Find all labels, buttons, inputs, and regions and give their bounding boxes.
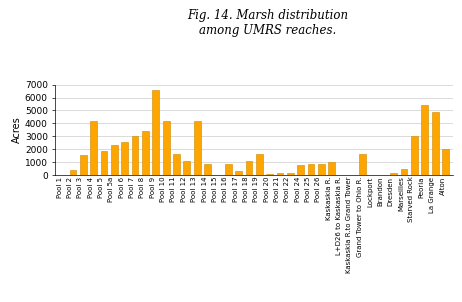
Text: Fig. 14. Marsh distribution
among UMRS reaches.: Fig. 14. Marsh distribution among UMRS r… <box>188 9 348 37</box>
Bar <box>152 90 159 175</box>
Bar <box>70 170 76 175</box>
Bar <box>359 154 366 175</box>
Bar <box>401 169 407 175</box>
Bar <box>194 121 201 175</box>
Bar <box>173 154 180 175</box>
Bar <box>163 121 170 175</box>
Bar <box>442 149 449 175</box>
Bar <box>122 142 128 175</box>
Bar <box>308 163 314 175</box>
Bar <box>411 136 418 175</box>
Bar <box>266 174 273 175</box>
Bar <box>328 162 335 175</box>
Bar <box>298 165 304 175</box>
Bar <box>318 163 325 175</box>
Bar <box>246 161 252 175</box>
Bar <box>421 105 428 175</box>
Bar <box>142 130 149 175</box>
Bar <box>235 171 242 175</box>
Bar <box>225 164 231 175</box>
Bar <box>80 155 87 175</box>
Bar <box>132 136 139 175</box>
Bar <box>183 161 190 175</box>
Bar <box>111 145 118 175</box>
Bar <box>390 173 397 175</box>
Bar <box>256 154 262 175</box>
Bar <box>432 112 438 175</box>
Y-axis label: Acres: Acres <box>12 117 22 143</box>
Bar <box>287 173 294 175</box>
Bar <box>91 121 97 175</box>
Bar <box>101 151 108 175</box>
Bar <box>204 164 211 175</box>
Bar <box>277 172 283 175</box>
